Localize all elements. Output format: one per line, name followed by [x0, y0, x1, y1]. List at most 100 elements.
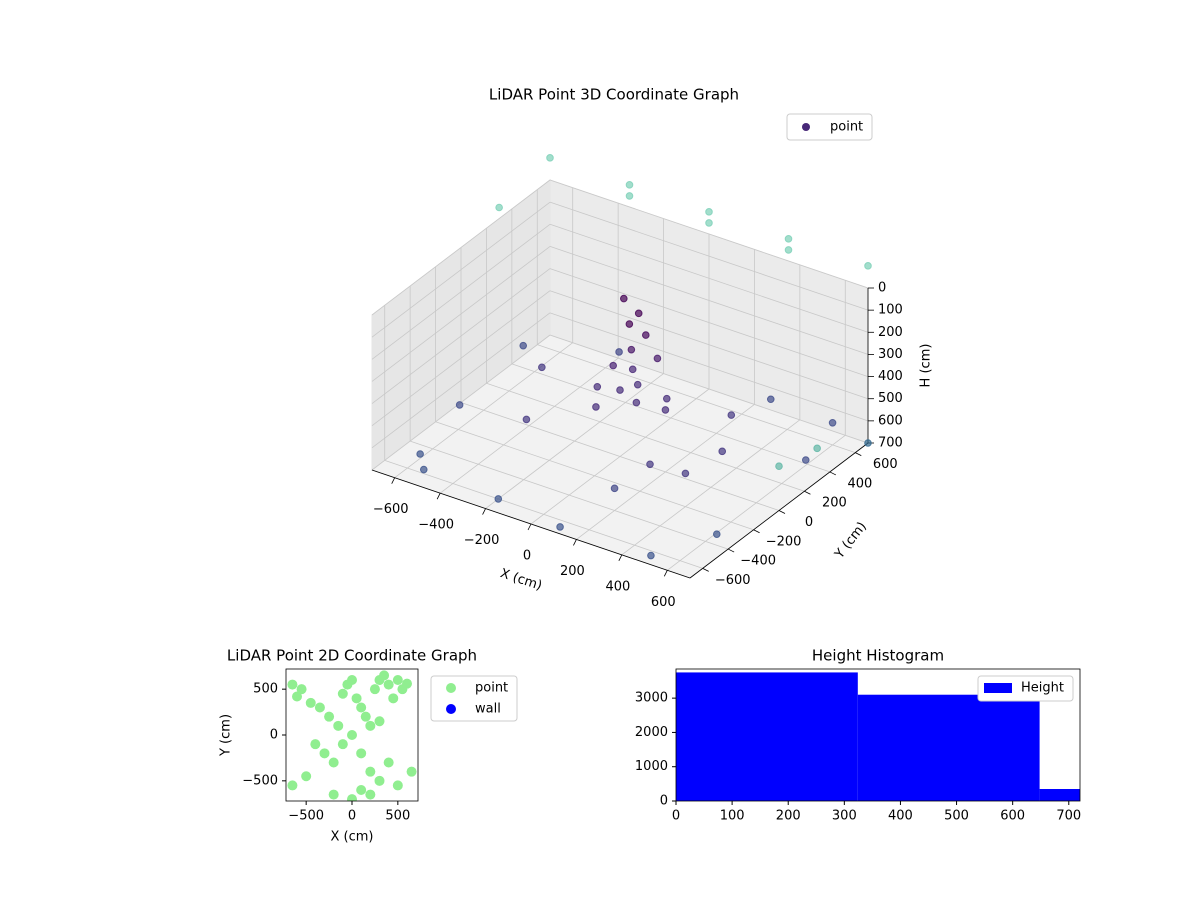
x-tick-label: 200: [776, 809, 801, 824]
point: [365, 720, 376, 731]
point: [337, 688, 348, 699]
point: [647, 551, 655, 560]
tick-mark: [804, 490, 811, 495]
z-tick-label: 500: [878, 391, 903, 406]
point: [374, 775, 385, 786]
point: [287, 679, 298, 690]
point: [609, 361, 617, 370]
point: [632, 398, 641, 407]
point: [301, 771, 312, 782]
x-tick-label: 700: [1056, 809, 1081, 824]
x-tick-label: 0: [348, 809, 356, 824]
point: [662, 394, 671, 403]
point: [292, 691, 302, 702]
point: [519, 341, 528, 350]
point: [828, 418, 837, 427]
y-tick-label: −400: [740, 554, 776, 569]
x-tick-label: 600: [1000, 809, 1025, 824]
y-tick-label: −600: [715, 573, 751, 588]
grid-line: [371, 312, 551, 449]
point: [356, 785, 367, 795]
grid-line: [371, 223, 551, 360]
tick-mark: [702, 567, 709, 572]
point: [625, 181, 634, 189]
point: [495, 203, 503, 212]
y-axis: [689, 442, 869, 579]
tick-mark: [482, 508, 486, 515]
point: [801, 456, 810, 464]
point: [328, 789, 339, 800]
point: [416, 450, 424, 458]
point: [864, 262, 872, 270]
point: [766, 395, 775, 404]
tick-mark: [753, 529, 760, 534]
x-tick-label: 400: [888, 809, 913, 824]
legend-box: [977, 675, 1074, 702]
point: [383, 679, 394, 690]
grid-line: [371, 268, 551, 404]
point: [633, 380, 642, 389]
point: [379, 670, 390, 681]
point: [328, 757, 339, 768]
y-tick-label: 2000: [635, 725, 668, 740]
tick-mark: [663, 570, 668, 577]
y-tick-label: −500: [242, 773, 278, 788]
point: [705, 219, 713, 227]
grid-line: [549, 268, 869, 377]
point: [610, 484, 619, 493]
grid-line: [460, 402, 780, 511]
point: [296, 684, 307, 695]
point: [712, 530, 721, 538]
point: [347, 675, 357, 685]
grid-line: [371, 179, 551, 316]
x-tick-label: 100: [720, 809, 745, 824]
x-tick-label: 200: [560, 564, 585, 579]
point: [314, 702, 325, 713]
point: [392, 675, 403, 685]
tick-mark: [618, 554, 623, 562]
grid-line: [549, 179, 869, 289]
grid-line: [384, 459, 703, 569]
y-axis-label: Y (cm): [219, 714, 234, 757]
grid-line: [410, 440, 729, 550]
grid-line: [435, 421, 754, 531]
point: [392, 780, 403, 791]
y-tick-label: 200: [822, 496, 847, 511]
x-tick-label: −400: [418, 518, 454, 533]
point: [324, 711, 335, 722]
point: [360, 711, 371, 722]
grid-line: [549, 290, 869, 400]
tick-mark: [829, 471, 837, 476]
tick-mark: [855, 452, 862, 457]
chart-title: Height Histogram: [812, 647, 944, 665]
point: [592, 403, 600, 411]
y-tick-label: 1000: [635, 759, 668, 774]
legend-label: point: [475, 681, 508, 696]
legend-marker: [802, 123, 810, 131]
plot-frame: [675, 668, 1081, 802]
z-tick-label: 300: [878, 347, 903, 362]
x-tick-label: 500: [944, 809, 969, 824]
point: [625, 192, 634, 200]
x-tick-label: −600: [373, 502, 409, 517]
y-tick-label: 0: [805, 515, 813, 530]
grid-line: [371, 201, 551, 338]
point: [628, 365, 637, 374]
legend-label: wall: [475, 702, 501, 717]
x-tick-label: 0: [672, 809, 680, 824]
point: [356, 702, 367, 713]
grid-line: [549, 334, 869, 444]
grid-line: [486, 382, 805, 492]
grid-line: [549, 246, 869, 355]
bar: [1039, 789, 1080, 801]
point: [620, 294, 628, 303]
grid-line: [537, 344, 856, 454]
point: [406, 766, 417, 777]
point: [305, 697, 316, 708]
point: [365, 789, 376, 800]
z-tick-label: 600: [878, 413, 903, 428]
y-tick-label: 0: [660, 794, 668, 809]
x-tick-label: 300: [832, 809, 857, 824]
point: [402, 678, 412, 689]
tick-mark: [778, 510, 786, 514]
